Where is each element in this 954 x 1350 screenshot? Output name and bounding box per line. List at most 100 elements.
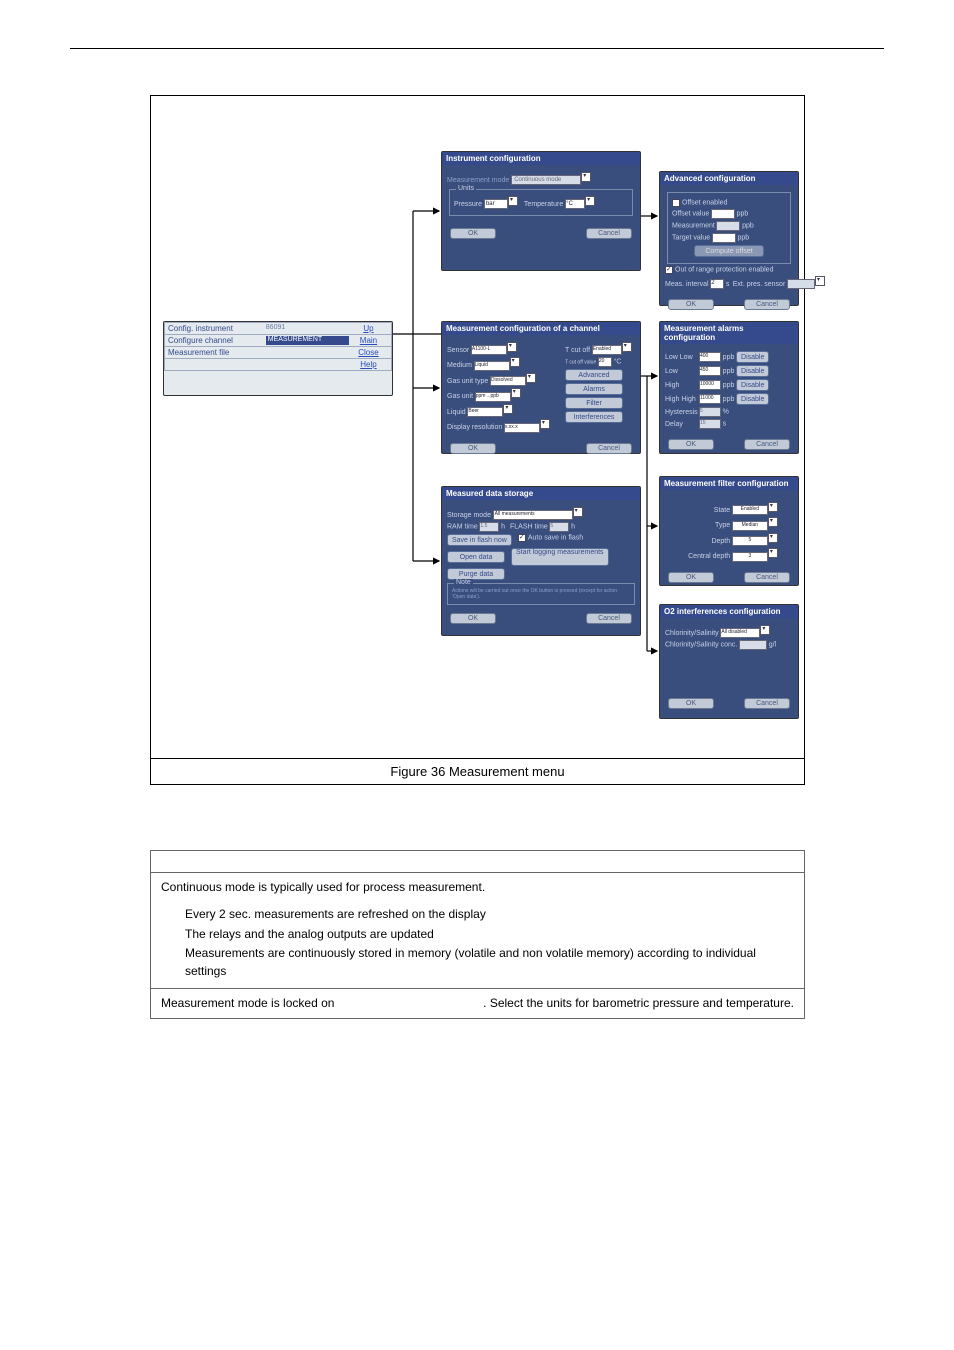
meas-mode-dropdown[interactable] [581, 172, 591, 182]
ok-button[interactable]: OK [668, 572, 714, 583]
medium-dd[interactable] [510, 357, 520, 367]
note-text: Actions will be carried out once the OK … [452, 588, 617, 600]
filter-state: Enabled [741, 506, 759, 512]
gasunittype-label: Gas unit type [447, 378, 488, 385]
dialog-title: Measurement alarms configuration [660, 322, 798, 344]
filter-dialog: Measurement filter configuration State E… [659, 476, 799, 586]
tree-row[interactable]: Help [164, 359, 392, 371]
ok-button[interactable]: OK [450, 443, 496, 454]
conc-label: Chlorinity/Salinity conc. [665, 642, 737, 649]
chlorinity-dd[interactable] [760, 625, 770, 635]
ok-button[interactable]: OK [668, 299, 714, 310]
cancel-button[interactable]: Cancel [744, 572, 790, 583]
disable-button[interactable]: Disable [736, 351, 769, 363]
tcutoff-state: Enabled [593, 346, 611, 352]
save-flash-button[interactable]: Save in flash now [447, 534, 512, 546]
flash-val: 5 [550, 523, 553, 529]
filter-button[interactable]: Filter [565, 397, 623, 409]
cancel-button[interactable]: Cancel [586, 443, 632, 454]
filter-cdepth-dd[interactable] [768, 548, 778, 558]
tree-row[interactable]: Measurement file Close [164, 347, 392, 359]
extpres-label: Ext. pres. sensor [733, 281, 786, 288]
alarms-dialog: Measurement alarms configuration Low Low… [659, 321, 799, 454]
cancel-button[interactable]: Cancel [744, 439, 790, 450]
unit: °C [614, 359, 622, 366]
compute-offset-button[interactable]: Compute offset [694, 245, 764, 257]
tree-c1: Measurement file [168, 348, 266, 357]
alarm-label: High [665, 382, 699, 389]
tree-help[interactable]: Help [349, 360, 388, 369]
sensor-label: Sensor [447, 347, 469, 354]
disable-button[interactable]: Disable [736, 393, 769, 405]
target-label: Target value [672, 235, 710, 242]
ok-button[interactable]: OK [450, 613, 496, 624]
advanced-config-dialog: Advanced configuration Offset enabled Of… [659, 171, 799, 306]
medium-label: Medium [447, 362, 472, 369]
filter-depth: 5 [748, 537, 751, 543]
tcutoff-dd[interactable] [622, 342, 632, 352]
sensor-dd[interactable] [507, 342, 517, 352]
offset-enabled-checkbox[interactable] [672, 199, 680, 207]
alarm-label: Low Low [665, 354, 699, 361]
disable-button[interactable]: Disable [736, 365, 769, 377]
dispres-dd[interactable] [540, 419, 550, 429]
last-right: . Select the units for barometric pressu… [483, 995, 794, 1012]
ok-button[interactable]: OK [450, 228, 496, 239]
unit: ppb [742, 223, 754, 230]
tree-row[interactable]: Config. instrument 86091 Up [164, 322, 392, 335]
filter-type: Median [742, 522, 758, 528]
channel-config-dialog: Measurement configuration of a channel S… [441, 321, 641, 454]
liquid-dd[interactable] [503, 404, 513, 414]
temp-dropdown[interactable] [585, 196, 595, 206]
tree-up[interactable]: Up [349, 324, 388, 333]
chlorinity-value: All disabled [721, 629, 747, 635]
oor-checkbox[interactable] [665, 266, 673, 274]
page-top-rule [70, 48, 884, 49]
config-tree-panel: Config. instrument 86091 Up Configure ch… [163, 321, 393, 396]
cancel-button[interactable]: Cancel [586, 613, 632, 624]
gasunit-dd[interactable] [511, 388, 521, 398]
cancel-button[interactable]: Cancel [744, 299, 790, 310]
alarm-val: 15 [700, 420, 706, 426]
disable-button[interactable]: Disable [736, 379, 769, 391]
interferences-button[interactable]: Interferences [565, 411, 623, 423]
tree-row[interactable]: Configure channel MEASUREMENT Main [164, 335, 392, 347]
cancel-button[interactable]: Cancel [586, 228, 632, 239]
bullet: The relays and the analog outputs are up… [185, 926, 794, 943]
tcutoff-label: T cut off [565, 347, 590, 354]
unit: h [501, 524, 505, 531]
pressure-dropdown[interactable] [508, 196, 518, 206]
flash-label: FLASH time [510, 524, 548, 531]
description-table: Continuous mode is typically used for pr… [150, 850, 805, 1019]
open-data-button[interactable]: Open data [447, 551, 505, 563]
gasunittype-dd[interactable] [526, 373, 536, 383]
bullet: Measurements are continuously stored in … [185, 945, 794, 980]
unit: s [726, 281, 730, 288]
start-logging-button[interactable]: Start logging measurements [511, 548, 609, 566]
tree-close[interactable]: Close [349, 348, 388, 357]
filter-state-dd[interactable] [768, 502, 778, 512]
table-last-cell: Measurement mode is locked on . Select t… [151, 988, 805, 1018]
autosave-label: Auto save in flash [528, 535, 583, 542]
temp-label: Temperature [524, 201, 563, 208]
oor-label: Out of range protection enabled [675, 267, 773, 274]
tcutoffval: 20 [599, 358, 605, 364]
filter-type-dd[interactable] [768, 517, 778, 527]
ok-button[interactable]: OK [668, 439, 714, 450]
ram-val: 1.5 [480, 523, 487, 529]
cancel-button[interactable]: Cancel [744, 698, 790, 709]
extpres-dropdown[interactable] [815, 276, 825, 286]
filter-depth-dd[interactable] [768, 533, 778, 543]
filter-depth-label: Depth [680, 538, 730, 545]
advanced-button[interactable]: Advanced [565, 369, 623, 381]
filter-cdepth: 3 [748, 553, 751, 559]
instrument-config-dialog: Instrument configuration Measurement mod… [441, 151, 641, 271]
unit: ppb [723, 382, 735, 389]
tree-c1: Configure channel [168, 336, 266, 345]
tree-main[interactable]: Main [349, 336, 388, 345]
storage-mode-dd[interactable] [573, 507, 583, 517]
meas-mode-label: Measurement mode [447, 177, 509, 184]
autosave-checkbox[interactable] [518, 534, 526, 542]
alarms-button[interactable]: Alarms [565, 383, 623, 395]
ok-button[interactable]: OK [668, 698, 714, 709]
